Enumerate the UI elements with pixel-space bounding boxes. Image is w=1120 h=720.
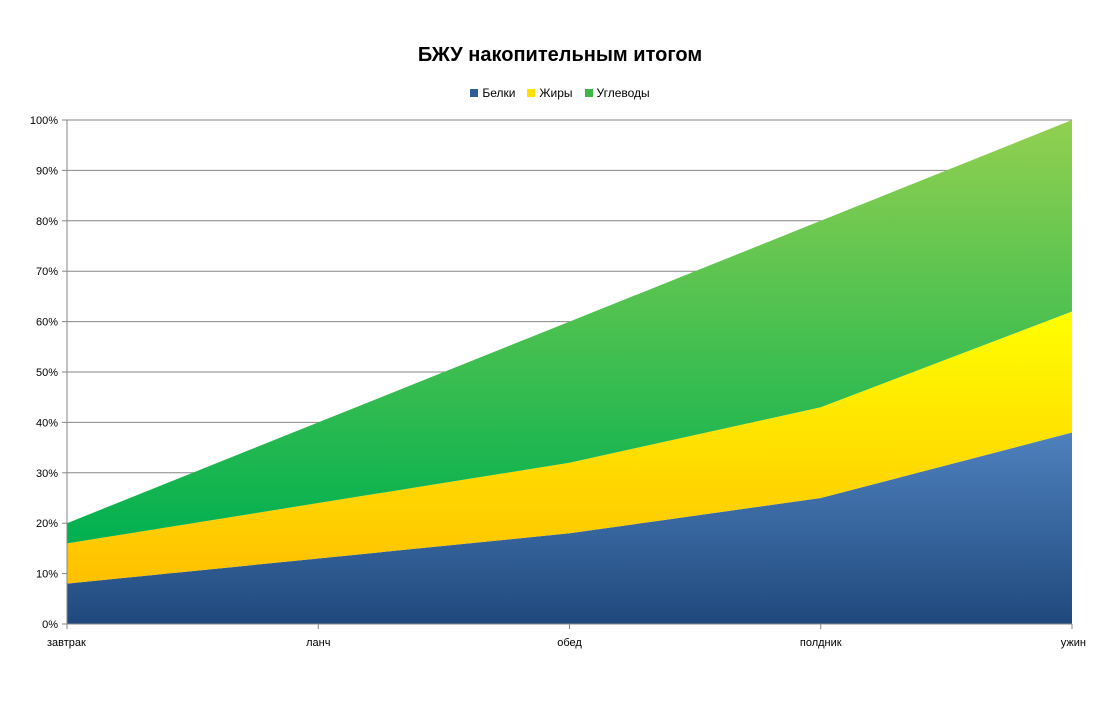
x-tick-label: ланч — [306, 637, 330, 649]
y-tick-label: 0% — [42, 619, 58, 631]
legend-item-zhiry: Жиры — [527, 86, 573, 100]
x-tick-labels: завтрак ланч обед полдник ужин — [47, 637, 1086, 649]
legend-swatch-uglevody — [584, 89, 593, 97]
y-tick-label: 20% — [36, 518, 58, 530]
y-tick-label: 40% — [36, 417, 58, 429]
legend-item-uglevody: Углеводы — [584, 86, 650, 100]
legend-swatch-zhiry — [527, 89, 536, 97]
chart-title: БЖУ накопительным итогом — [417, 44, 703, 66]
y-tick-label: 80% — [36, 216, 58, 228]
legend-label-zhiry: Жиры — [539, 86, 573, 100]
y-tick-label: 100% — [30, 115, 58, 127]
area-series-0 — [67, 432, 1072, 624]
legend-item-belki: Белки — [470, 86, 515, 100]
y-tick-label: 90% — [36, 165, 58, 177]
legend: Белки Жиры Углеводы — [0, 86, 1120, 100]
axes — [62, 119, 1073, 629]
area-series — [67, 120, 1072, 624]
area-series-1 — [67, 311, 1072, 584]
legend-swatch-belki — [470, 89, 479, 97]
area-series-2 — [67, 120, 1072, 544]
y-tick-label: 60% — [36, 317, 58, 329]
y-tick-label: 30% — [36, 468, 58, 480]
x-tick-label: завтрак — [47, 637, 86, 649]
legend-label-belki: Белки — [482, 86, 516, 100]
y-tick-label: 10% — [36, 569, 58, 581]
x-tick-label: ужин — [1061, 637, 1086, 649]
legend-label-uglevody: Углеводы — [596, 86, 650, 100]
y-tick-label: 50% — [36, 367, 58, 379]
x-tick-label: обед — [557, 637, 582, 649]
x-tick-label: полдник — [800, 637, 842, 649]
y-tick-label: 70% — [36, 266, 58, 278]
y-tick-labels: 0% 10% 20% 30% 40% 50% 60% 70% 80% 90% 100% — [30, 115, 58, 631]
